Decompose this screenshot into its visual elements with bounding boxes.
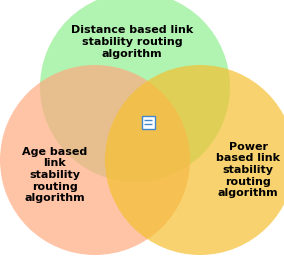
Text: Age based
link
stability
routing
algorithm: Age based link stability routing algorit… [22,147,88,203]
Text: Power
based link
stability
routing
algorithm: Power based link stability routing algor… [216,142,280,198]
FancyBboxPatch shape [141,116,154,129]
Circle shape [105,65,284,255]
Text: Distance based link
stability routing
algorithm: Distance based link stability routing al… [71,25,193,59]
Circle shape [0,65,190,255]
Circle shape [40,0,230,182]
